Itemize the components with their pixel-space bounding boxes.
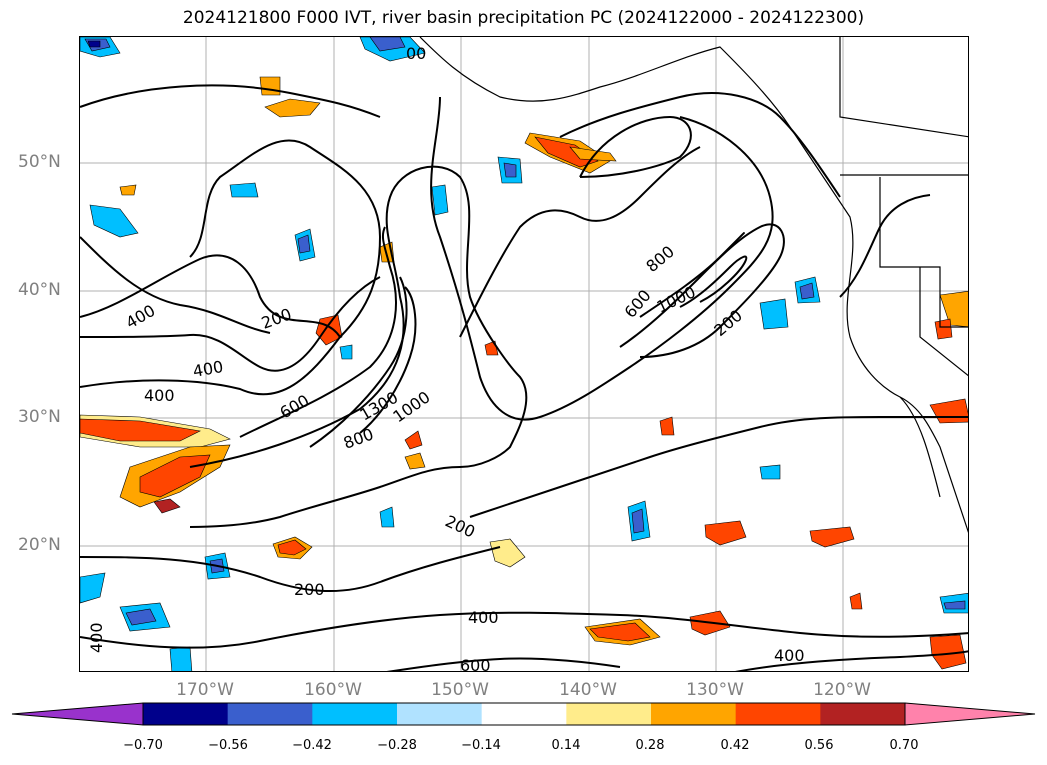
contour-label: 400	[144, 386, 175, 405]
colorbar-tick: 0.42	[720, 738, 750, 753]
lon-label: 140°W	[559, 680, 617, 700]
contour-label: 400	[774, 646, 805, 665]
colorbar-bin	[651, 703, 737, 725]
lat-label: 50°N	[18, 152, 61, 172]
colorbar-bin	[227, 703, 313, 725]
colorbar-tick: 0.56	[804, 738, 834, 753]
contour-label: 400	[87, 622, 106, 653]
colorbar-tick: −0.14	[461, 738, 501, 753]
map-panel[interactable]: 400 200 400 400 600 1300 1000 800 200 60…	[79, 36, 969, 672]
colorbar-tick: −0.28	[377, 738, 417, 753]
lat-label: 20°N	[18, 535, 61, 555]
contour-label: 400	[468, 608, 499, 627]
colorbar-tick: 0.28	[635, 738, 665, 753]
lon-label: 150°W	[431, 680, 489, 700]
colorbar-tick: −0.42	[292, 738, 332, 753]
colorbar-bin	[481, 703, 567, 725]
lat-label: 30°N	[18, 407, 61, 427]
contour-label: 600	[460, 656, 491, 672]
lat-label: 40°N	[18, 280, 61, 300]
contour-label: 400	[191, 357, 224, 381]
contour-labels: 400 200 400 400 600 1300 1000 800 200 60…	[87, 44, 805, 672]
colorbar-tick: 0.70	[889, 738, 919, 753]
colorbar-bin	[820, 703, 906, 725]
gridlines	[80, 37, 968, 671]
colorbar-tick: 0.14	[551, 738, 581, 753]
contour-label: 00	[406, 44, 426, 63]
colorbar-bin	[397, 703, 483, 725]
colorbar-bin	[143, 703, 229, 725]
colorbar-extend-high	[904, 702, 1036, 726]
colorbar-segments	[11, 702, 1036, 726]
contour-label: 200	[294, 580, 325, 599]
ivt-contours	[80, 84, 968, 671]
lon-label: 130°W	[686, 680, 744, 700]
contour-label: 400	[123, 301, 159, 333]
colorbar-extend-low	[11, 702, 144, 726]
colorbar	[11, 702, 1036, 726]
colorbar-bin	[735, 703, 821, 725]
coastlines	[419, 37, 968, 533]
contour-label: 200	[259, 304, 294, 332]
contour-label: 1000	[389, 387, 433, 426]
lon-label: 120°W	[813, 680, 871, 700]
colorbar-tick: −0.70	[123, 738, 163, 753]
colorbar-tick: −0.56	[208, 738, 248, 753]
colorbar-bin	[312, 703, 398, 725]
contour-label: 800	[341, 424, 376, 452]
lon-label: 170°W	[176, 680, 234, 700]
precip-negative-patches	[80, 37, 968, 671]
contour-label: 1000	[654, 282, 699, 316]
map-title: 2024121800 F000 IVT, river basin precipi…	[182, 8, 865, 28]
contour-label: 800	[642, 242, 678, 276]
lon-label: 160°W	[304, 680, 362, 700]
map-canvas: 400 200 400 400 600 1300 1000 800 200 60…	[80, 37, 968, 672]
colorbar-bin	[566, 703, 652, 725]
